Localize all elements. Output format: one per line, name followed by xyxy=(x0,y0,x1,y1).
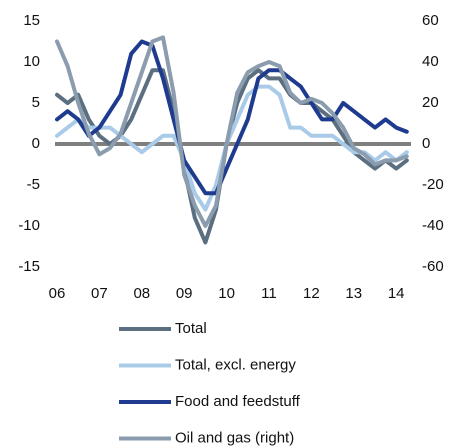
legend-label: Total, excl. energy xyxy=(175,356,296,373)
y-tick-label: -5 xyxy=(27,176,40,193)
y-tick-label: -10 xyxy=(18,217,40,234)
y-tick-label: -15 xyxy=(18,258,40,275)
x-tick-label: 08 xyxy=(133,285,150,302)
x-tick-label: 11 xyxy=(261,285,277,302)
y-tick-label: 5 xyxy=(32,94,40,111)
y2-tick-label: -40 xyxy=(422,217,444,234)
y2-tick-label: 20 xyxy=(422,94,439,111)
y2-tick-label: -60 xyxy=(422,258,444,275)
x-tick-label: 13 xyxy=(345,285,362,302)
x-tick-label: 09 xyxy=(176,285,193,302)
y-tick-label: 0 xyxy=(32,135,40,152)
x-tick-label: 12 xyxy=(303,285,320,302)
y-tick-label: 15 xyxy=(23,12,40,29)
series-line xyxy=(55,35,409,228)
legend-label: Oil and gas (right) xyxy=(175,429,294,446)
x-tick-label: 06 xyxy=(49,285,66,302)
series-line xyxy=(55,39,409,196)
x-tick-label: 07 xyxy=(91,285,108,302)
y2-tick-label: -20 xyxy=(422,176,444,193)
y-tick-label: 10 xyxy=(23,53,40,70)
y2-tick-label: 0 xyxy=(422,135,430,152)
legend-label: Total xyxy=(175,320,207,337)
x-tick-label: 10 xyxy=(218,285,235,302)
y2-tick-label: 60 xyxy=(422,12,439,29)
x-tick-label: 14 xyxy=(388,285,405,302)
legend-label: Food and feedstuff xyxy=(175,393,301,410)
series-line xyxy=(55,84,409,212)
y2-tick-label: 40 xyxy=(422,53,439,70)
